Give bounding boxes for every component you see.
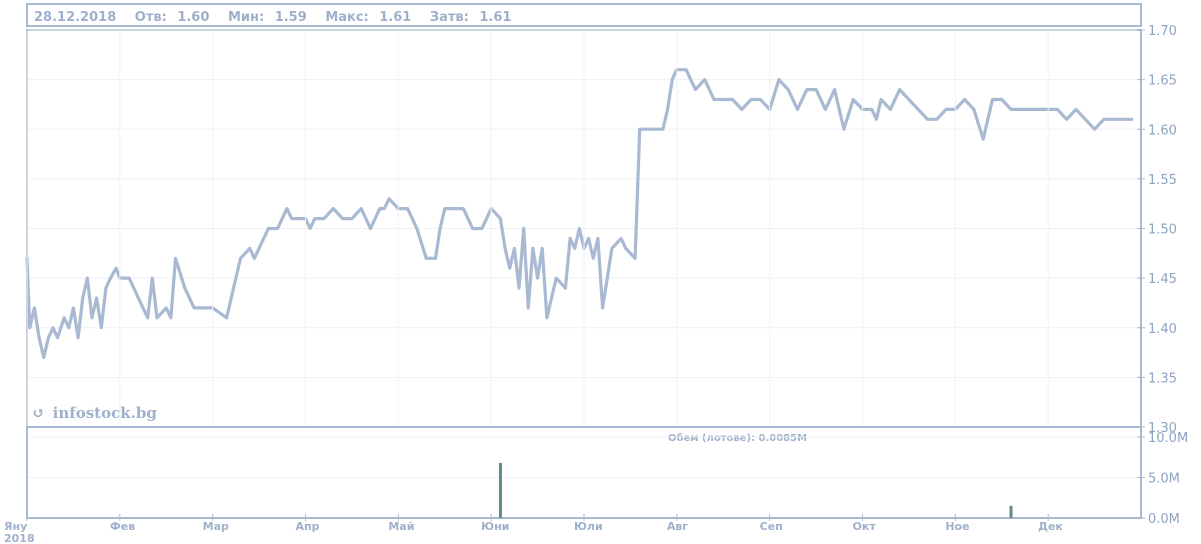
price-y-tick-label: 1.55 [1148,173,1177,188]
header-max-value: 1.61 [379,10,411,25]
volume-y-tick-label: 5.0M [1148,472,1180,487]
header-date: 28.12.2018 [34,10,116,25]
volume-y-tick-label: 0.0M [1148,512,1180,527]
price-y-tick-label: 1.30 [1148,421,1177,436]
x-tick-label: Окт [853,520,877,533]
header-min-value: 1.59 [275,10,307,25]
x-tick-label: Фев [110,520,135,533]
svg-text:28.12.2018 Отв: 1.60: 28.12.2018 Отв: 1.60 Мин: 1.59 Макс: 1.6… [34,10,511,25]
volume-caption: Обем (лотове): 0.0085М [668,432,807,444]
x-tick-label: Май [388,520,414,533]
header-bar [26,3,1142,27]
x-tick-label: Мар [203,520,229,533]
x-tick-label: Яну [4,520,27,533]
price-line [25,68,1134,360]
header-open-label: Отв: [135,10,167,25]
header-min-label: Мин: [228,10,264,25]
x-tick-label: Дек [1038,520,1063,533]
price-y-tick-label: 1.60 [1148,123,1177,138]
volume-bar [1009,505,1013,518]
price-y-tick-label: 1.70 [1148,24,1177,39]
header-close-value: 1.61 [479,10,511,25]
x-tick-label: Юни [481,520,509,533]
brand-arrow-icon: ↺ [32,404,45,422]
volume-bar [498,462,502,518]
x-tick-label: Ное [945,520,969,533]
volume-y-tick-label: 10.0M [1148,431,1188,446]
volume-y-axis: 0.0M 5.0M 10.0M [1137,431,1188,527]
svg-text:↺ infostock.bg: ↺ infostock.bg [32,403,157,422]
price-y-axis: 1.30 1.35 1.40 1.45 1.50 1.55 1.60 1.65 1.70 [1137,24,1177,436]
price-y-tick-label: 1.50 [1148,223,1177,238]
x-tick-label: Апр [296,520,320,533]
price-y-tick-label: 1.65 [1148,74,1177,89]
price-y-tick-label: 1.40 [1148,322,1177,337]
volume-bars [498,462,1013,518]
price-y-tick-label: 1.45 [1148,272,1177,287]
x-tick-label: Авг [667,520,688,533]
volume-grid [28,436,1140,478]
header-close-label: Затв: [430,10,469,25]
x-tick-label: Сеп [760,520,783,533]
x-tick-label: Юли [574,520,603,533]
volume-panel [26,426,1142,519]
x-year-label: 2018 [4,532,35,544]
header-max-label: Макс: [325,10,368,25]
brand-label: infostock.bg [53,404,158,422]
x-axis: Яну Фев Мар Апр Май Юни Юли Авг Сеп Окт Ное Дек 2018 [4,31,1063,544]
price-y-tick-label: 1.35 [1148,371,1177,386]
header-open-value: 1.60 [177,10,209,25]
